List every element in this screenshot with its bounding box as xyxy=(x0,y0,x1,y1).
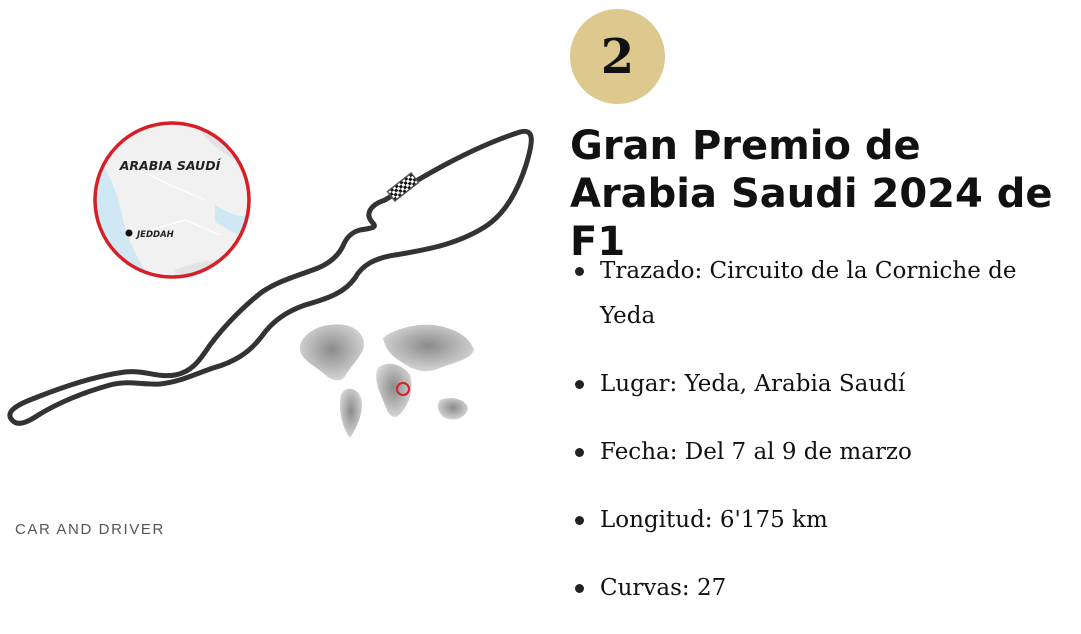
world-map xyxy=(299,324,474,438)
race-facts-list: Trazado: Circuito de la Corniche de Yeda… xyxy=(575,249,1075,634)
fact-item-lugar: Lugar: Yeda, Arabia Saudí xyxy=(575,362,1075,407)
fact-text: Lugar: Yeda, Arabia Saudí xyxy=(600,371,906,397)
bullet-icon xyxy=(575,448,584,457)
city-label: JEDDAH xyxy=(135,230,174,240)
circuit-figure: ARABIA SAUDÍ JEDDAH xyxy=(0,0,548,500)
inset-label: ARABIA SAUDÍ xyxy=(119,158,222,173)
circuit-map: ARABIA SAUDÍ JEDDAH xyxy=(7,121,534,438)
bullet-icon xyxy=(575,516,584,525)
race-title: Gran Premio de Arabia Saudi 2024 de F1 xyxy=(570,123,1053,265)
saudi-inset-map: ARABIA SAUDÍ JEDDAH xyxy=(93,121,251,279)
fact-item-curvas: Curvas: 27 xyxy=(575,566,1075,611)
checkered-flag-icon xyxy=(386,171,420,203)
track-outline xyxy=(7,128,534,426)
jeddah-marker xyxy=(125,229,133,237)
bullet-icon xyxy=(575,380,584,389)
fact-item-trazado: Trazado: Circuito de la Corniche de Yeda xyxy=(575,249,1075,339)
location-ring-icon xyxy=(396,382,410,396)
fact-text: Curvas: 27 xyxy=(600,575,727,601)
fact-item-fecha: Fecha: Del 7 al 9 de marzo xyxy=(575,430,1075,475)
rank-badge: 2 xyxy=(570,9,665,104)
bullet-icon xyxy=(575,584,584,593)
bullet-icon xyxy=(575,267,584,276)
photo-credit: CAR AND DRIVER xyxy=(15,521,165,538)
fact-text: Trazado: Circuito de la Corniche de Yeda xyxy=(600,258,1017,329)
fact-item-longitud: Longitud: 6'175 km xyxy=(575,498,1075,543)
fact-text: Fecha: Del 7 al 9 de marzo xyxy=(600,439,912,465)
fact-text: Longitud: 6'175 km xyxy=(600,507,828,533)
